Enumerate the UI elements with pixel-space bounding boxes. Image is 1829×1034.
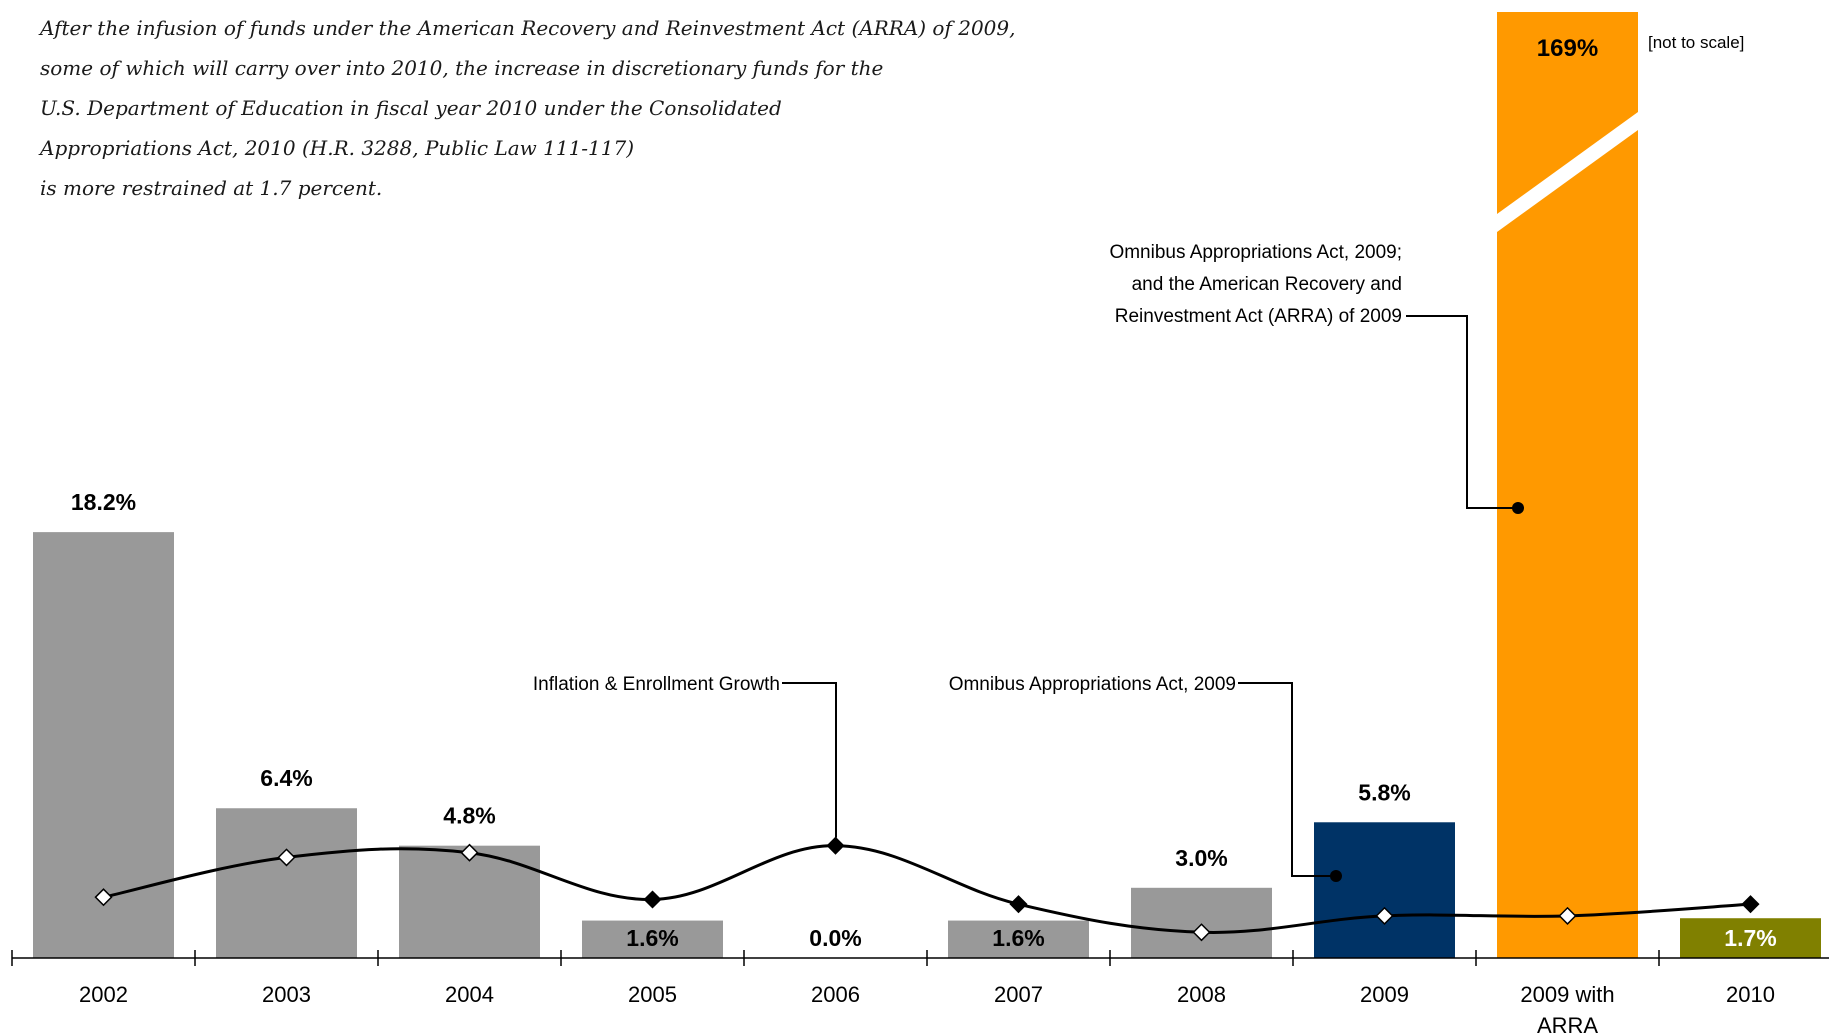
x-axis: 2002 2003 2004 2005 2006 2007 2008 2009 2009 wit…: [12, 950, 1829, 1034]
x-tick-label-3: 2005: [628, 982, 677, 1007]
data-label-2007: 1.6%: [992, 925, 1044, 951]
callout-inflation-label: Inflation & Enrollment Growth: [533, 674, 780, 695]
callout-arra-dot: [1512, 502, 1524, 514]
bar-2009-with-arra: [1497, 12, 1638, 958]
data-label-2008: 3.0%: [1175, 845, 1227, 871]
bars-group: [33, 12, 1821, 958]
data-label-2009-with-arra: 169%: [1537, 35, 1598, 62]
bar-2003: [216, 808, 357, 958]
callout-arra-label-1: and the American Recovery and: [1132, 274, 1402, 295]
x-tick-label-9: 2010: [1726, 982, 1775, 1007]
x-tick-label-5: 2007: [994, 982, 1043, 1007]
x-tick-label-8: ARRA: [1537, 1013, 1598, 1034]
x-tick-label-7: 2009: [1360, 982, 1409, 1007]
bar-2004: [399, 846, 540, 958]
callout-arra-label-2: Reinvestment Act (ARRA) of 2009: [1115, 306, 1402, 327]
x-tick-label-6: 2008: [1177, 982, 1226, 1007]
callout-omnibus-dot: [1330, 870, 1342, 882]
x-tick-label-1: 2003: [262, 982, 311, 1007]
x-tick-label-4: 2006: [811, 982, 860, 1007]
data-label-2004: 4.8%: [443, 803, 495, 829]
data-label-2002: 18.2%: [71, 489, 136, 515]
callout-inflation-connector: [782, 683, 836, 838]
bar-2009: [1314, 822, 1455, 958]
line-point-2010: [1743, 896, 1759, 912]
data-label-2003: 6.4%: [260, 765, 312, 791]
line-point-2005: [645, 892, 661, 908]
data-label-2006: 0.0%: [809, 925, 861, 951]
line-point-2007: [1011, 896, 1027, 912]
bar-2008: [1131, 888, 1272, 958]
data-label-2010: 1.7%: [1724, 925, 1776, 951]
x-tick-label-8: 2009 with: [1520, 982, 1614, 1007]
x-tick-label-0: 2002: [79, 982, 128, 1007]
x-tick-label-2: 2004: [445, 982, 494, 1007]
line-point-2006: [828, 838, 844, 854]
not-to-scale-note: [not to scale]: [1648, 33, 1744, 52]
callout-omnibus-label: Omnibus Appropriations Act, 2009: [949, 674, 1236, 695]
data-label-2005: 1.6%: [626, 925, 678, 951]
callout-arra-label-0: Omnibus Appropriations Act, 2009;: [1109, 242, 1402, 263]
data-label-2009: 5.8%: [1358, 779, 1410, 805]
